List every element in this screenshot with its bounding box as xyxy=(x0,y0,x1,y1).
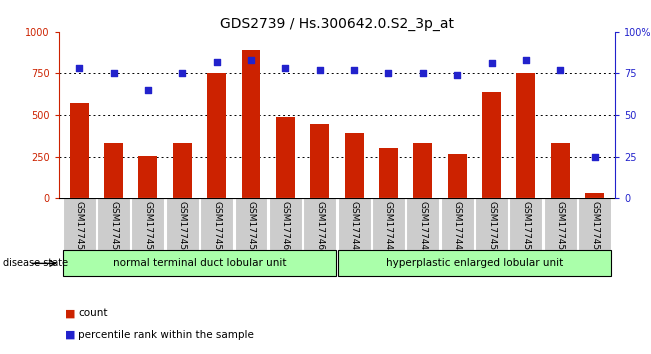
Point xyxy=(280,65,290,71)
Text: GSM177458: GSM177458 xyxy=(212,201,221,256)
Point xyxy=(452,72,462,78)
Text: GSM177446: GSM177446 xyxy=(350,201,359,256)
Point xyxy=(212,59,222,65)
Text: GSM177457: GSM177457 xyxy=(178,201,187,256)
Bar xyxy=(234,198,268,250)
Bar xyxy=(344,132,363,198)
Text: GSM177448: GSM177448 xyxy=(419,201,427,256)
Bar xyxy=(276,117,295,198)
Text: normal terminal duct lobular unit: normal terminal duct lobular unit xyxy=(113,258,286,268)
Point xyxy=(383,71,394,76)
Bar xyxy=(578,198,611,250)
Bar xyxy=(132,198,165,250)
Bar xyxy=(551,143,570,198)
Bar xyxy=(372,198,405,250)
Text: GSM177456: GSM177456 xyxy=(143,201,152,256)
Text: GSM177453: GSM177453 xyxy=(590,201,599,256)
Bar xyxy=(166,198,199,250)
Bar xyxy=(406,198,439,250)
Text: GSM177449: GSM177449 xyxy=(452,201,462,256)
Text: GSM177459: GSM177459 xyxy=(247,201,255,256)
Text: count: count xyxy=(78,308,107,318)
Text: ■: ■ xyxy=(65,330,76,339)
Text: disease state: disease state xyxy=(3,258,68,268)
Bar xyxy=(509,198,542,250)
Bar xyxy=(544,198,577,250)
Title: GDS2739 / Hs.300642.0.S2_3p_at: GDS2739 / Hs.300642.0.S2_3p_at xyxy=(220,17,454,31)
Point xyxy=(314,67,325,73)
Bar xyxy=(379,148,398,198)
Bar xyxy=(200,198,233,250)
Bar xyxy=(104,143,123,198)
Bar xyxy=(97,198,130,250)
Point xyxy=(589,154,600,159)
Text: GSM177447: GSM177447 xyxy=(384,201,393,256)
Bar xyxy=(303,198,336,250)
Bar xyxy=(516,74,535,198)
Point xyxy=(349,67,359,73)
Bar xyxy=(338,250,611,276)
Bar xyxy=(207,74,226,198)
Bar xyxy=(585,193,604,198)
Bar xyxy=(269,198,302,250)
Bar xyxy=(62,198,96,250)
Point xyxy=(108,71,118,76)
Text: GSM177461: GSM177461 xyxy=(315,201,324,256)
Bar xyxy=(62,250,336,276)
Text: GSM177452: GSM177452 xyxy=(556,201,564,256)
Text: percentile rank within the sample: percentile rank within the sample xyxy=(78,330,254,339)
Point xyxy=(521,57,531,63)
Bar xyxy=(448,154,467,198)
Bar xyxy=(441,198,474,250)
Text: hyperplastic enlarged lobular unit: hyperplastic enlarged lobular unit xyxy=(385,258,563,268)
Text: GSM177455: GSM177455 xyxy=(109,201,118,256)
Bar xyxy=(70,103,89,198)
Text: GSM177450: GSM177450 xyxy=(487,201,496,256)
Point xyxy=(417,71,428,76)
Bar xyxy=(242,50,260,198)
Bar xyxy=(413,143,432,198)
Point xyxy=(143,87,153,93)
Text: GSM177460: GSM177460 xyxy=(281,201,290,256)
Text: ■: ■ xyxy=(65,308,76,318)
Bar xyxy=(338,198,370,250)
Point xyxy=(177,71,187,76)
Bar xyxy=(139,156,158,198)
Point xyxy=(486,61,497,66)
Bar xyxy=(475,198,508,250)
Bar xyxy=(173,143,192,198)
Bar xyxy=(311,124,329,198)
Bar xyxy=(482,92,501,198)
Point xyxy=(555,67,566,73)
Point xyxy=(74,65,85,71)
Text: GSM177454: GSM177454 xyxy=(75,201,84,256)
Point xyxy=(246,57,256,63)
Text: GSM177451: GSM177451 xyxy=(521,201,531,256)
